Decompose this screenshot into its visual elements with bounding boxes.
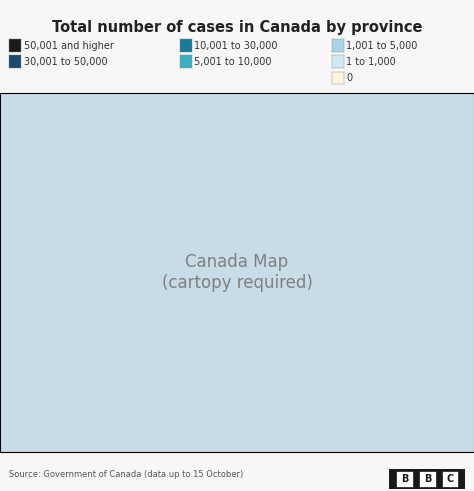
Text: 1,001 to 5,000: 1,001 to 5,000 [346, 41, 418, 51]
Text: Source: Government of Canada (data up to 15 October): Source: Government of Canada (data up to… [9, 470, 244, 479]
FancyBboxPatch shape [419, 471, 436, 487]
Text: 50,001 and higher: 50,001 and higher [24, 41, 114, 51]
Text: 1 to 1,000: 1 to 1,000 [346, 57, 396, 67]
Text: 30,001 to 50,000: 30,001 to 50,000 [24, 57, 107, 67]
Text: Canada Map
(cartopy required): Canada Map (cartopy required) [162, 253, 312, 292]
Text: Total number of cases in Canada by province: Total number of cases in Canada by provi… [52, 20, 422, 35]
FancyBboxPatch shape [396, 471, 413, 487]
Text: C: C [447, 474, 454, 484]
Text: 0: 0 [346, 73, 352, 83]
Text: B: B [424, 474, 431, 484]
Text: 10,001 to 30,000: 10,001 to 30,000 [194, 41, 278, 51]
Text: B: B [401, 474, 408, 484]
Text: 5,001 to 10,000: 5,001 to 10,000 [194, 57, 272, 67]
FancyBboxPatch shape [442, 471, 458, 487]
